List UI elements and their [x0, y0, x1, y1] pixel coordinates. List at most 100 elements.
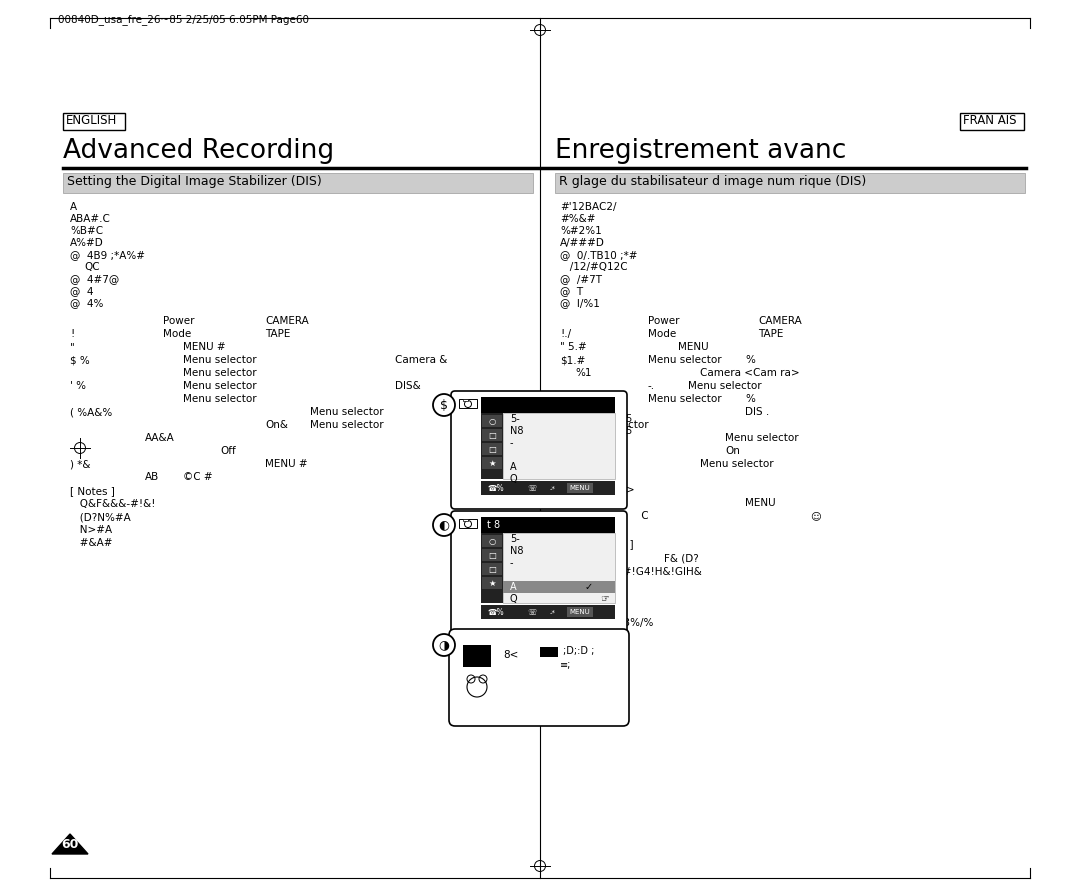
- Text: CAMERA: CAMERA: [758, 316, 801, 326]
- Bar: [481, 413, 503, 479]
- Text: /M#/12B     C: /M#/12B C: [580, 511, 649, 521]
- Bar: [481, 481, 615, 495]
- Text: -: -: [510, 438, 513, 448]
- Text: $ %: $ %: [70, 355, 90, 365]
- Text: $1.#: $1.#: [561, 355, 585, 365]
- Text: N8: N8: [510, 426, 524, 436]
- Text: Menu selector: Menu selector: [183, 368, 257, 378]
- Text: Q: Q: [510, 594, 517, 604]
- FancyBboxPatch shape: [451, 511, 627, 634]
- Text: !: !: [70, 329, 75, 339]
- Text: A: A: [510, 462, 516, 472]
- Text: Camera &: Camera &: [395, 355, 447, 365]
- Text: Off <Arr t>: Off <Arr t>: [575, 485, 635, 495]
- Text: %: %: [745, 355, 755, 365]
- Text: □: □: [488, 430, 496, 440]
- Text: Menu selector: Menu selector: [725, 433, 798, 443]
- Text: Enregistrement avanc: Enregistrement avanc: [555, 138, 847, 164]
- Text: %B#C: %B#C: [70, 226, 103, 236]
- Text: A%#D: A%#D: [70, 238, 104, 248]
- Bar: [459, 519, 477, 528]
- Text: -.: -.: [648, 381, 656, 391]
- Text: 8<: 8<: [503, 650, 518, 660]
- Text: Power: Power: [648, 316, 679, 326]
- Text: /: /: [580, 524, 583, 534]
- Bar: [482, 577, 502, 589]
- Bar: [503, 413, 615, 479]
- Text: Off: Off: [220, 446, 235, 456]
- FancyBboxPatch shape: [451, 391, 627, 509]
- Text: <Marche>5.: <Marche>5.: [561, 459, 625, 469]
- Text: □: □: [488, 444, 496, 453]
- Text: Menu selector: Menu selector: [183, 394, 257, 404]
- Text: R glage du stabilisateur d image num rique (DIS): R glage du stabilisateur d image num riq…: [559, 175, 866, 188]
- Bar: [482, 429, 502, 441]
- Bar: [555, 173, 1025, 193]
- Text: Camera <Cam ra>: Camera <Cam ra>: [700, 368, 799, 378]
- Text: Menu selector: Menu selector: [688, 381, 761, 391]
- Text: □: □: [488, 564, 496, 573]
- Text: (%A&1.#: (%A&1.#: [561, 433, 608, 443]
- Text: 5: 5: [625, 414, 631, 424]
- Text: )2&.#: )2&.#: [561, 498, 591, 508]
- Text: [ Notes ]: [ Notes ]: [70, 486, 114, 496]
- Text: @  /#7T: @ /#7T: [561, 274, 602, 284]
- Text: ;D;:D ;: ;D;:D ;: [563, 646, 594, 656]
- Text: ≡;: ≡;: [561, 660, 571, 670]
- Text: @  4%: @ 4%: [70, 298, 104, 308]
- Bar: [463, 645, 491, 667]
- Bar: [482, 563, 502, 575]
- Text: ○: ○: [488, 537, 496, 546]
- Bar: [481, 533, 503, 603]
- Text: @  4B9 ;*A%#: @ 4B9 ;*A%#: [70, 250, 145, 260]
- Text: %#2: %#2: [561, 605, 592, 615]
- Text: ENGLISH: ENGLISH: [66, 114, 118, 127]
- Bar: [481, 605, 615, 619]
- Text: MENU: MENU: [745, 498, 775, 508]
- Text: ' %: ' %: [70, 381, 86, 391]
- Text: @  4: @ 4: [70, 286, 94, 296]
- Text: ☺: ☺: [810, 511, 821, 521]
- Bar: [482, 549, 502, 561]
- Text: Q: Q: [510, 474, 517, 484]
- Text: @  4#7@: @ 4#7@: [70, 274, 119, 284]
- Bar: [463, 399, 468, 401]
- Text: @  l/%1: @ l/%1: [561, 298, 599, 308]
- Text: -*: -*: [550, 609, 556, 615]
- Text: Menu selector: Menu selector: [183, 381, 257, 391]
- Text: [ Remarques ]: [ Remarques ]: [561, 540, 634, 550]
- Text: Setting the Digital Image Stabilizer (DIS): Setting the Digital Image Stabilizer (DI…: [67, 175, 322, 188]
- Bar: [567, 607, 593, 617]
- FancyBboxPatch shape: [449, 629, 629, 726]
- Text: Q&F&&&-#!&!: Q&F&&&-#!&!: [70, 499, 156, 509]
- Bar: [463, 519, 468, 521]
- Text: NG (D?H&-#!G4!H&!GlH&: NG (D?H&-#!G4!H&!GlH&: [561, 566, 702, 576]
- Bar: [482, 535, 502, 547]
- Bar: [481, 397, 615, 413]
- Text: ABA#.C: ABA#.C: [70, 214, 111, 224]
- Text: DIS&: DIS&: [395, 381, 421, 391]
- Text: CGQFH&                F& (D?: CGQFH& F& (D?: [561, 553, 699, 563]
- Bar: [503, 581, 615, 593]
- Text: Power: Power: [163, 316, 194, 326]
- Text: MENU: MENU: [569, 609, 591, 615]
- Text: %1: %1: [575, 407, 592, 417]
- Text: ◐: ◐: [438, 519, 449, 531]
- Circle shape: [433, 634, 455, 656]
- Bar: [63, 113, 125, 130]
- Text: ★: ★: [488, 579, 496, 588]
- Text: 5-: 5-: [510, 414, 519, 424]
- Text: %A&1.: %A&1.: [575, 472, 610, 482]
- Text: ✓: ✓: [585, 582, 593, 592]
- Text: CAMERA: CAMERA: [265, 316, 309, 326]
- Text: GlGZ2H: GlGZ2H: [561, 579, 607, 589]
- Text: @  T: @ T: [561, 286, 583, 296]
- Text: #A: #A: [561, 592, 582, 602]
- Text: TAPE: TAPE: [758, 329, 783, 339]
- Text: %1: %1: [575, 446, 592, 456]
- Bar: [482, 457, 502, 469]
- Bar: [459, 399, 477, 408]
- Text: (D?N%#A: (D?N%#A: [70, 512, 131, 522]
- Text: ' 1.#: ' 1.#: [561, 394, 585, 404]
- Text: Advanced Recording: Advanced Recording: [63, 138, 334, 164]
